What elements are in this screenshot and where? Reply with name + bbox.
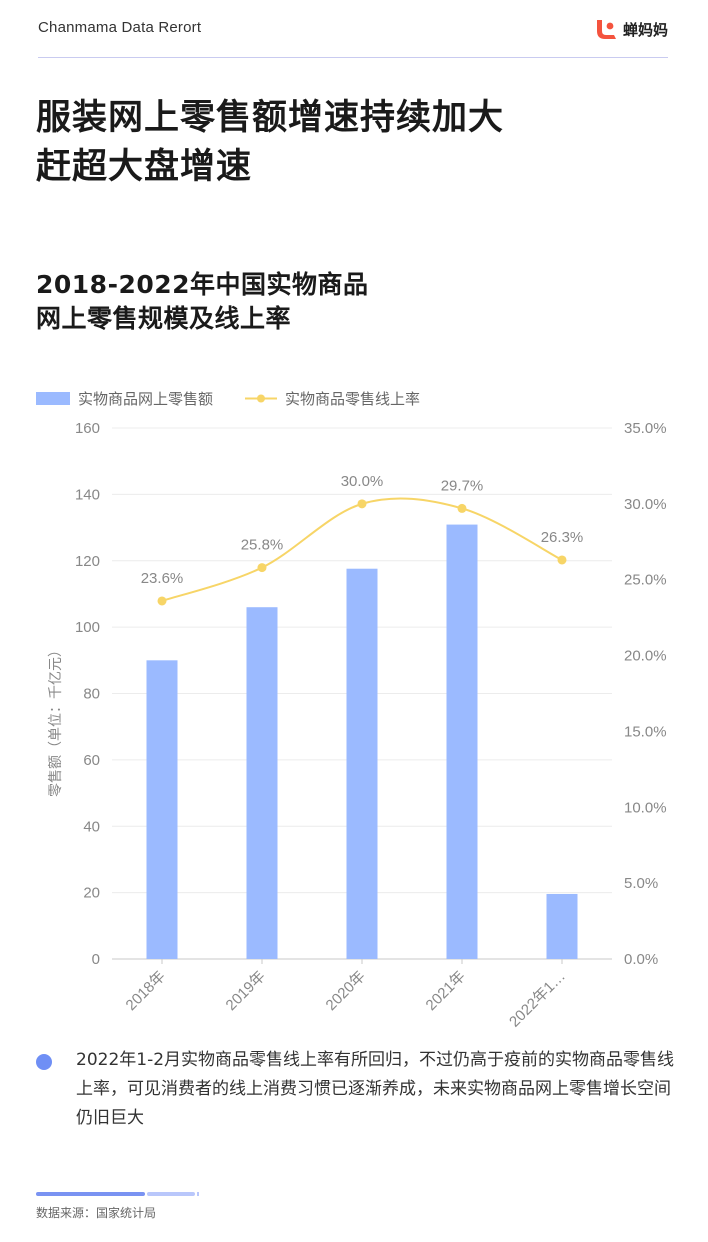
y-tick-label: 120 — [75, 553, 100, 570]
header-divider — [38, 57, 668, 58]
footer-accent-bar — [36, 1192, 145, 1196]
x-tick-label: 2018年 — [123, 968, 169, 1014]
legend-bar-label: 实物商品网上零售额 — [78, 391, 213, 408]
data-label: 23.6% — [141, 570, 184, 587]
brand-logo: 蝉妈妈 — [594, 18, 668, 40]
data-label: 29.7% — [441, 477, 484, 494]
page-title: 服装网上零售额增速持续加大 赶超大盘增速 — [36, 94, 504, 192]
legend-line-label: 实物商品零售线上率 — [285, 391, 420, 408]
y-tick-label: 0 — [92, 951, 100, 968]
data-source: 数据来源：国家统计局 — [36, 1206, 157, 1220]
line-point — [157, 596, 167, 606]
legend-line-marker — [257, 394, 265, 403]
y2-tick-label: 20.0% — [624, 648, 667, 665]
insight-note-text: 2022年1-2月实物商品零售线上率有所回归，不过仍高于疫前的实物商品零售线上率… — [76, 1050, 675, 1128]
y-axis-label: 零售额（单位：千亿元） — [47, 643, 63, 797]
chart-title: 2018-2022年中国实物商品 网上零售规模及线上率 — [36, 268, 369, 336]
bullet-dot-icon — [36, 1054, 52, 1070]
line-point — [357, 499, 367, 509]
bar — [446, 524, 478, 959]
bar — [146, 660, 178, 959]
chart-title-line-2: 网上零售规模及线上率 — [36, 304, 292, 333]
bar — [246, 607, 278, 959]
y2-tick-label: 15.0% — [624, 723, 667, 740]
line-point — [257, 563, 267, 573]
brand-english-name: Chanmama Data Rerort — [38, 19, 202, 36]
header: Chanmama Data Rerort 蝉妈妈 — [38, 18, 668, 58]
legend-bar-swatch — [36, 392, 70, 405]
y-tick-label: 100 — [75, 619, 100, 636]
page-title-line-2: 赶超大盘增速 — [36, 147, 253, 187]
x-tick-label: 2020年 — [323, 968, 369, 1014]
chanmama-logo-icon — [596, 20, 616, 39]
x-tick-label: 2019年 — [223, 968, 269, 1014]
bar — [546, 893, 578, 959]
line-point — [457, 503, 467, 513]
footer-accent-bar-tick — [197, 1192, 199, 1196]
data-label: 25.8% — [241, 537, 284, 554]
page-title-line-1: 服装网上零售额增速持续加大 — [36, 98, 505, 138]
y2-tick-label: 30.0% — [624, 496, 667, 513]
y2-tick-label: 10.0% — [624, 799, 667, 816]
x-tick-label: 2022年1… — [506, 968, 569, 1031]
y-tick-label: 160 — [75, 420, 100, 437]
y-tick-label: 80 — [83, 686, 100, 703]
y-tick-label: 40 — [83, 818, 100, 835]
bar — [346, 568, 378, 959]
y-tick-label: 140 — [75, 486, 100, 503]
footer-accent-bar-light — [147, 1192, 195, 1196]
insight-note: 2022年1-2月实物商品零售线上率有所回归，不过仍高于疫前的实物商品零售线上率… — [36, 1046, 676, 1133]
data-label: 30.0% — [341, 473, 384, 490]
line-point — [557, 555, 567, 565]
y2-tick-label: 25.0% — [624, 572, 667, 589]
y-tick-label: 60 — [83, 752, 100, 769]
combo-chart: 实物商品网上零售额 实物商品零售线上率 160 140 120 100 80 60 40 20 0 3… — [36, 391, 667, 1031]
y-tick-label: 20 — [83, 885, 100, 902]
y2-tick-label: 5.0% — [624, 875, 658, 892]
data-label: 26.3% — [541, 529, 584, 546]
y2-tick-label: 0.0% — [624, 951, 658, 968]
chart-title-line-1: 2018-2022年中国实物商品 — [36, 270, 369, 299]
y2-tick-label: 35.0% — [624, 420, 667, 437]
brand-chinese-name: 蝉妈妈 — [622, 20, 668, 39]
x-tick-label: 2021年 — [423, 968, 469, 1014]
